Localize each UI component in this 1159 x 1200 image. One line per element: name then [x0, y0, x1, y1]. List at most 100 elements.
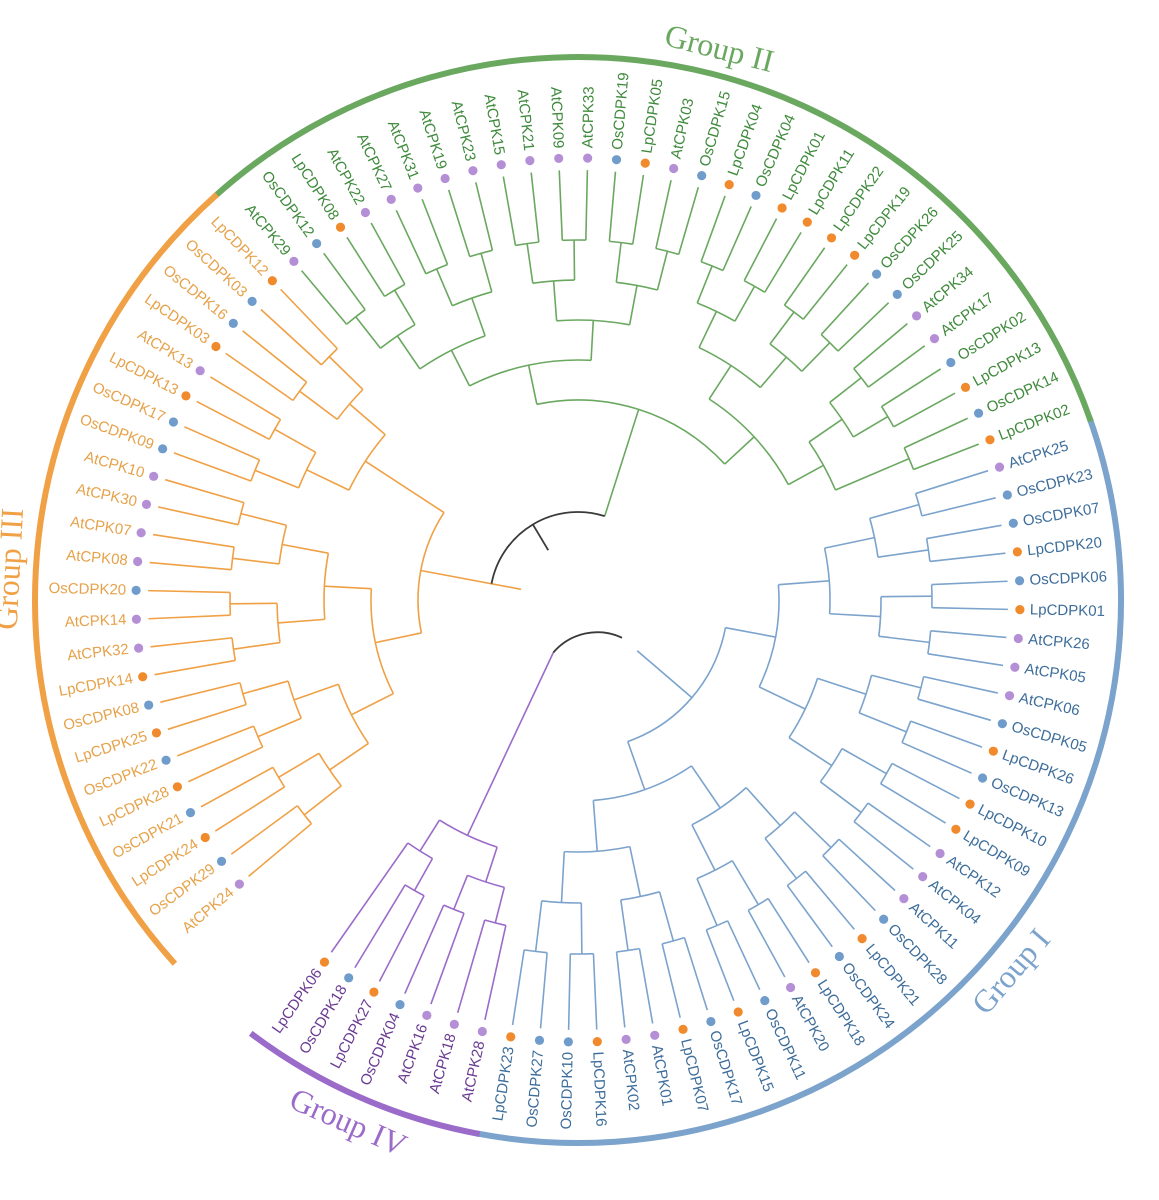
branch-line-74 [396, 335, 421, 370]
branch-line-235 [620, 899, 629, 951]
species-dot [802, 217, 812, 227]
branch-line-122 [696, 265, 713, 304]
branch-line-129 [764, 231, 802, 293]
branch-line-58 [209, 376, 281, 421]
branch-line-238 [615, 951, 626, 1028]
branch-arc-153 [903, 447, 915, 470]
species-dot [413, 183, 423, 193]
branch-line-104 [558, 170, 564, 241]
branch-arc-50 [297, 451, 317, 489]
branch-line-152 [835, 457, 910, 491]
branch-arc-160 [823, 547, 831, 614]
species-dot [133, 556, 143, 567]
branch-arc-145 [853, 368, 869, 388]
leaf-label: AtCPK10 [82, 448, 146, 482]
branch-line-171 [829, 612, 881, 618]
branch-line-170 [929, 552, 1006, 563]
branch-line-94 [590, 320, 595, 361]
branch-line-250 [484, 846, 498, 883]
branch-arc-240 [541, 900, 582, 904]
branch-line-67 [260, 308, 322, 366]
branch-line-83 [370, 222, 406, 285]
branch-arc-194 [819, 748, 843, 783]
species-dot [449, 1019, 459, 1029]
branch-line-169 [926, 524, 1002, 540]
branch-line-198 [880, 782, 947, 824]
species-dot [724, 180, 734, 190]
leaf-label: OsCDPK15 [696, 89, 734, 168]
leaf-label: LpCDPK20 [1026, 534, 1102, 559]
branch-line-13 [214, 786, 285, 832]
branch-arc-52 [250, 459, 261, 482]
branch-arc-26 [323, 553, 330, 620]
species-dot [247, 296, 257, 306]
branch-line-65 [328, 356, 364, 391]
species-dot [172, 782, 183, 792]
branch-arc-156 [627, 627, 727, 743]
branch-line-126 [734, 285, 756, 322]
branch-arc-204 [593, 765, 692, 802]
species-dot [360, 207, 370, 218]
branch-line-64 [242, 330, 308, 383]
branch-line-86 [435, 268, 454, 307]
species-dot [965, 799, 975, 809]
leaf-label: AtCPK02 [619, 1048, 643, 1111]
branch-arc-143 [829, 401, 855, 438]
species-dot [477, 1026, 487, 1037]
branch-line-63 [225, 352, 294, 402]
branch-line-114 [655, 180, 672, 249]
leaf-label: LpCDPK07 [677, 1037, 711, 1114]
species-dot [149, 471, 159, 481]
branch-line-29 [233, 641, 281, 650]
branch-line-72 [450, 349, 471, 387]
branch-line-259 [404, 904, 445, 994]
species-dot [973, 408, 984, 418]
branch-arc-75 [379, 323, 416, 349]
species-dot [678, 1024, 688, 1034]
branch-line-179 [930, 630, 1007, 639]
leaf-label: AtCPK26 [1028, 631, 1091, 653]
branch-line-173 [880, 595, 932, 598]
species-dot [872, 269, 882, 279]
branch-line-39 [232, 557, 280, 565]
species-dot [211, 341, 221, 352]
species-dot [997, 719, 1007, 729]
branch-line-51 [254, 469, 299, 489]
branch-line-27 [277, 618, 325, 624]
species-dot [669, 163, 679, 174]
leaf-labels: AtCPK24OsCDPK29LpCDPK24OsCDPK21LpCDPK28O… [48, 72, 1107, 1130]
species-dot [496, 160, 506, 170]
branch-arc-206 [691, 787, 747, 826]
branch-arc-0 [417, 512, 445, 634]
branch-line-183 [817, 677, 867, 696]
branch-line-106 [628, 285, 638, 325]
branch-arc-77 [346, 309, 366, 325]
branch-line-165 [915, 469, 989, 495]
branch-line-120 [698, 311, 718, 348]
branch-line-213 [764, 837, 798, 879]
branch-line-101 [530, 172, 540, 243]
branch-line-31 [154, 659, 236, 676]
branch-line-226 [705, 929, 735, 1002]
species-dot [289, 256, 299, 267]
species-dot [777, 203, 787, 213]
species-dot [611, 155, 622, 165]
species-dot [1008, 518, 1018, 528]
branch-line-24 [160, 681, 241, 703]
leaf-label: OsCDPK08 [62, 699, 141, 734]
branch-line-47 [364, 460, 445, 514]
branch-line-98 [526, 243, 534, 284]
species-dot [344, 973, 354, 983]
branch-line-215 [804, 870, 856, 930]
species-dot [534, 1035, 545, 1045]
branch-line-135 [802, 264, 848, 320]
branch-arc-4 [337, 683, 370, 744]
branch-line-21 [242, 680, 289, 695]
branch-line-245 [534, 900, 543, 952]
branch-line-222 [747, 909, 786, 978]
branch-line-128 [743, 218, 778, 282]
branch-arc-85 [452, 291, 493, 307]
branch-line-93 [475, 182, 494, 251]
species-dot [161, 755, 171, 765]
